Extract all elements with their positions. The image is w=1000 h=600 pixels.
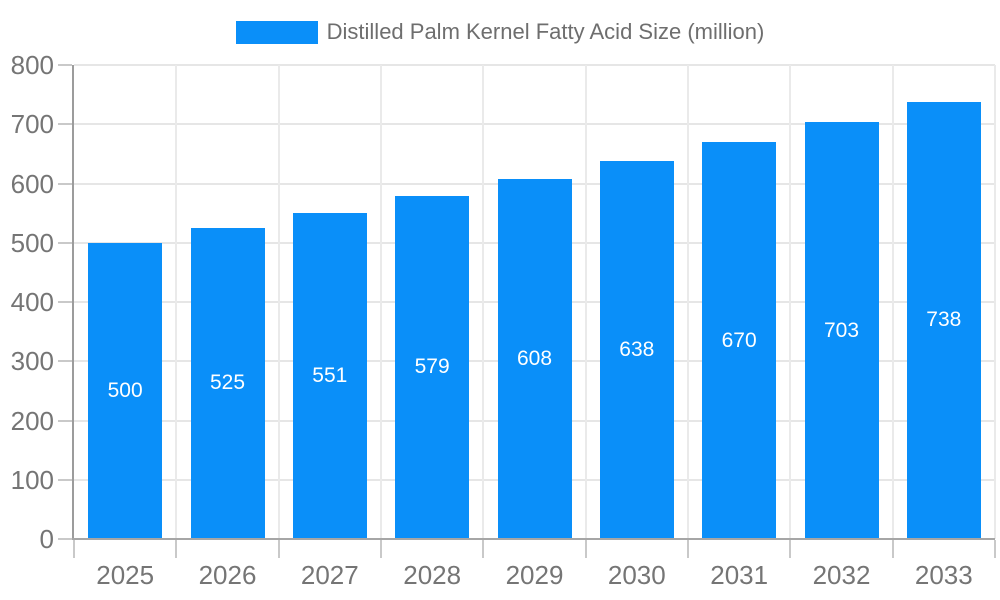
bar-2025[interactable]: 500 — [88, 242, 163, 539]
y-axis-tick — [58, 360, 72, 363]
y-axis-tick — [58, 123, 72, 126]
bar-2026[interactable]: 525 — [190, 227, 265, 539]
bar-value-label: 551 — [312, 363, 348, 387]
x-axis-tick — [73, 540, 75, 558]
plot-area: 500 525 551 579 608 638 670 703 738 — [74, 64, 996, 539]
y-axis-label: 500 — [10, 227, 54, 258]
y-axis-label: 600 — [10, 168, 54, 199]
bar-2027[interactable]: 551 — [292, 212, 367, 539]
legend-swatch-icon — [235, 20, 318, 44]
y-axis-tick — [58, 182, 72, 185]
x-axis-line — [72, 538, 995, 540]
bar-2030[interactable]: 638 — [599, 161, 674, 539]
legend-item[interactable]: Distilled Palm Kernel Fatty Acid Size (m… — [235, 19, 765, 45]
y-axis-tick — [58, 64, 72, 66]
gridline-vertical — [380, 65, 382, 539]
bar-value-label: 608 — [516, 346, 553, 370]
gridline-horizontal — [74, 64, 995, 66]
bar-value-label: 500 — [107, 378, 143, 402]
gridline-vertical — [994, 65, 996, 539]
x-axis-label: 2030 — [607, 560, 666, 590]
bar-value-label: 738 — [926, 308, 962, 332]
gridline-vertical — [891, 65, 894, 539]
gridline-vertical — [277, 65, 280, 539]
y-axis-label: 100 — [10, 464, 54, 495]
bar-2032[interactable]: 703 — [804, 122, 879, 539]
x-axis-tick — [482, 540, 485, 558]
legend-label: Distilled Palm Kernel Fatty Acid Size (m… — [326, 19, 765, 44]
x-axis-tick — [994, 540, 996, 558]
gridline-horizontal — [74, 123, 995, 126]
y-axis-label: 200 — [10, 405, 54, 436]
x-axis-label: 2025 — [96, 560, 155, 590]
gridline-vertical — [584, 65, 587, 539]
x-axis-label: 2033 — [914, 560, 973, 590]
x-axis-tick — [380, 540, 382, 558]
gridline-vertical — [482, 65, 485, 539]
y-axis-tick — [58, 241, 72, 244]
bar-value-label: 703 — [823, 318, 860, 342]
bar-value-label: 670 — [721, 328, 757, 352]
y-axis-line — [72, 65, 74, 539]
bar-value-label: 525 — [209, 371, 246, 395]
gridline-vertical — [687, 65, 689, 539]
x-axis-tick — [175, 540, 178, 558]
bar-2031[interactable]: 670 — [702, 142, 777, 539]
x-axis-label: 2026 — [198, 560, 257, 590]
x-axis-label: 2031 — [710, 560, 769, 590]
bar-2029[interactable]: 608 — [497, 178, 572, 539]
bar-2028[interactable]: 579 — [395, 195, 470, 539]
y-axis-tick — [58, 478, 72, 481]
gridline-vertical — [789, 65, 792, 539]
y-axis-label: 300 — [10, 346, 54, 377]
x-axis-label: 2028 — [403, 560, 462, 590]
bar-value-label: 638 — [619, 338, 655, 361]
x-axis-label: 2027 — [300, 560, 359, 590]
y-axis-label: 400 — [10, 287, 54, 317]
y-axis-tick — [58, 301, 72, 303]
legend: Distilled Palm Kernel Fatty Acid Size (m… — [0, 19, 1000, 45]
x-axis-tick — [584, 540, 587, 558]
x-axis-tick — [891, 540, 894, 558]
bar-value-label: 579 — [414, 355, 450, 379]
y-axis-label: 700 — [10, 109, 54, 140]
y-axis-label: 800 — [10, 50, 54, 80]
bar-2033[interactable]: 738 — [906, 101, 981, 539]
y-axis-tick — [58, 538, 72, 540]
x-axis-label: 2032 — [812, 560, 871, 590]
x-axis-tick — [789, 540, 792, 558]
x-axis-label: 2029 — [505, 560, 564, 590]
y-axis-tick — [58, 419, 72, 422]
gridline-vertical — [175, 65, 178, 539]
y-axis-label: 0 — [39, 524, 54, 554]
x-axis-tick — [687, 540, 689, 558]
x-axis-tick — [277, 540, 280, 558]
